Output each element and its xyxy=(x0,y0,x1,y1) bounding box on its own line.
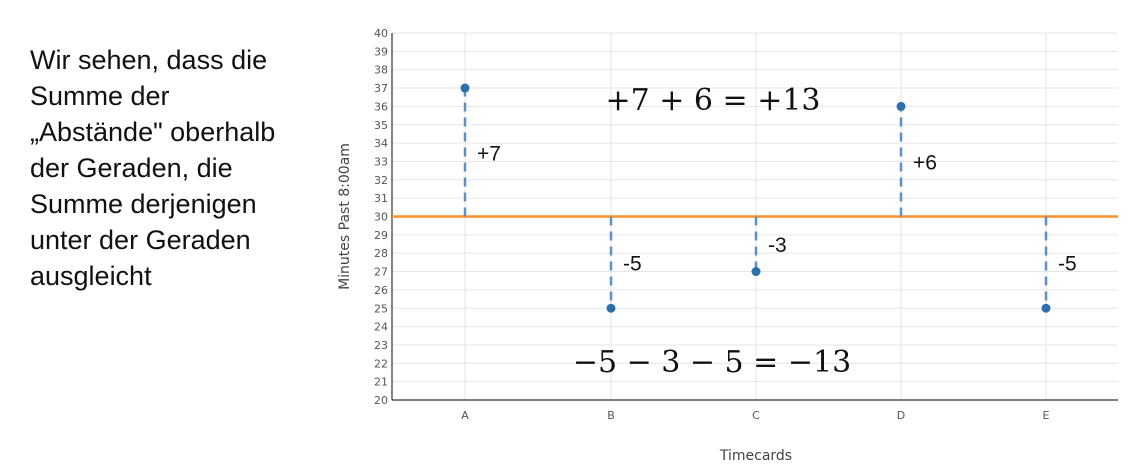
x-tick-label: C xyxy=(752,409,760,422)
y-tick-label: 24 xyxy=(374,321,388,334)
x-tick-label: B xyxy=(607,409,615,422)
y-tick-label: 21 xyxy=(374,376,388,389)
y-tick-labels: 20 21 22 23 24 25 26 27 28 29 30 31 32 33 34 35 36 37 38 39… xyxy=(374,27,388,407)
y-tick-label: 28 xyxy=(374,247,388,260)
y-axis-title: Minutes Past 8:00am xyxy=(337,143,353,290)
deviation-label: -5 xyxy=(623,252,642,275)
explanation-text: Wir sehen, dass die Summe der „Abstände"… xyxy=(30,45,276,291)
y-tick-label: 23 xyxy=(374,339,388,352)
sum-above-equation: +7 + 6 = +13 xyxy=(605,83,820,118)
deviation-labels: +7 -5 -3 +6 -5 xyxy=(477,142,1077,275)
y-tick-label: 20 xyxy=(374,394,388,407)
y-tick-label: 22 xyxy=(374,357,388,370)
y-tick-label: 25 xyxy=(374,302,388,315)
deviation-label: +7 xyxy=(477,142,501,165)
x-tick-label: A xyxy=(461,409,469,422)
x-tick-labels: A B C D E xyxy=(461,409,1049,422)
y-tick-label: 27 xyxy=(374,266,388,279)
x-tick-label: E xyxy=(1043,409,1050,422)
y-tick-label: 26 xyxy=(374,284,388,297)
deviation-label: -3 xyxy=(768,234,787,257)
data-point xyxy=(1041,303,1051,313)
deviation-label: +6 xyxy=(913,151,937,174)
x-axis-title: Timecards xyxy=(719,448,792,464)
y-tick-label: 33 xyxy=(374,155,388,168)
data-point xyxy=(460,83,470,93)
deviation-label: -5 xyxy=(1058,252,1077,275)
y-tick-label: 31 xyxy=(374,192,388,205)
y-tick-label: 32 xyxy=(374,174,388,187)
y-tick-label: 37 xyxy=(374,82,388,95)
y-tick-label: 38 xyxy=(374,64,388,77)
data-point xyxy=(896,101,906,111)
x-tick-label: D xyxy=(897,409,905,422)
data-point xyxy=(606,303,616,313)
y-tick-label: 30 xyxy=(374,211,388,224)
y-tick-label: 29 xyxy=(374,229,388,242)
data-point xyxy=(751,267,761,277)
y-tick-label: 40 xyxy=(374,27,388,40)
y-tick-label: 39 xyxy=(374,45,388,58)
y-tick-label: 35 xyxy=(374,119,388,132)
y-tick-label: 34 xyxy=(374,137,388,150)
y-tick-label: 36 xyxy=(374,100,388,113)
sum-below-equation: −5 − 3 − 5 = −13 xyxy=(573,345,851,380)
data-points xyxy=(460,83,1051,313)
deviation-lines xyxy=(463,88,1048,309)
